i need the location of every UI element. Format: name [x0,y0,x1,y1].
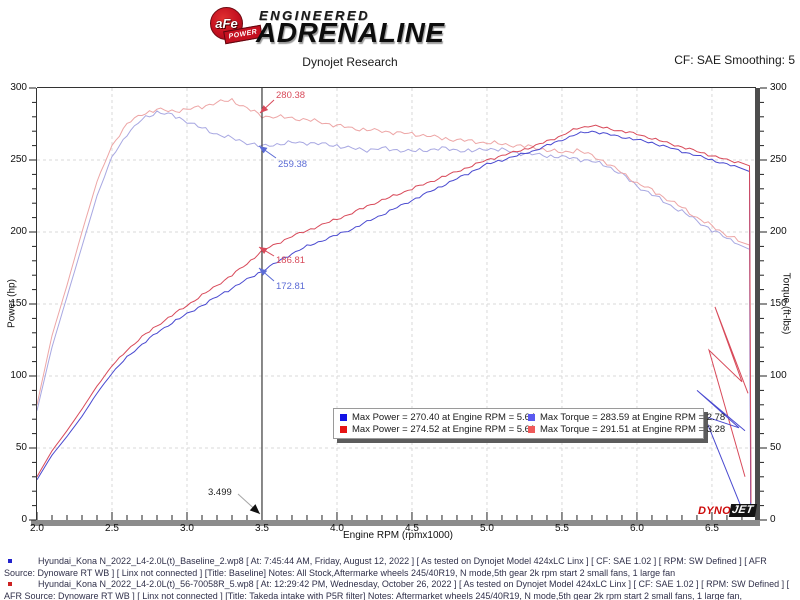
power-banner-text: POWER [228,28,258,41]
legend-swatch [340,425,347,433]
x-tick-label: 4.0 [330,523,344,534]
plot-canvas [37,88,755,520]
legend-swatch [340,413,347,421]
y-tick-label-left: 150 [10,298,27,309]
x-tick-label: 3.0 [180,523,194,534]
x-tick-label: 2.5 [105,523,119,534]
y-tick-label-right: 50 [770,442,782,453]
tail-baseline-rundown [696,390,746,513]
legend-item: Max Torque = 283.59 at Engine RPM = 2.78 [528,411,725,423]
curve-takeda-torque [37,97,752,509]
dyno-chart [37,88,755,520]
y-tick-label-right: 150 [770,298,787,309]
y-tick-label-right: 250 [770,154,787,165]
dynojet-logo: DYNO JET [698,504,758,517]
y-tick-label-right: 300 [770,82,787,93]
x-tick-label: 4.5 [405,523,419,534]
run-info-entry: Hyundai_Kona N_2022_L4-2.0L(t)_56-70058R… [4,579,796,600]
legend-swatch [528,425,535,433]
run-bullet [8,582,12,586]
y-tick-label-right: 100 [770,370,787,381]
y-tick-label-right: 200 [770,226,787,237]
run-info-text: Hyundai_Kona N_2022_L4-2.0L(t)_56-70058R… [4,579,790,600]
y-tick-label-left: 300 [10,82,27,93]
plot-border-bottom [31,520,760,526]
plot-border-top [37,87,756,88]
smoothing-label: CF: SAE Smoothing: 5 [674,53,795,67]
run-bullet [8,559,12,563]
legend-label: Max Torque = 283.59 at Engine RPM = 2.78 [540,411,726,423]
y-tick-label-left: 250 [10,154,27,165]
curve-baseline-torque [37,110,752,512]
tail-takeda-rundown [708,306,749,477]
x-tick-label: 5.0 [480,523,494,534]
plot-border-right [755,88,760,526]
legend-item: Max Torque = 291.51 at Engine RPM = 3.28 [528,423,725,435]
curve-takeda-power [37,124,752,503]
plot-border-left [36,88,37,520]
dynojet-logo-dyno: DYNO [698,504,731,517]
y-tick-label-right: 0 [770,514,776,525]
legend-swatch [528,413,535,421]
report-title: Dynojet Research [302,55,398,69]
x-tick-label: 6.0 [630,523,644,534]
curve-baseline-power [37,130,752,506]
x-tick-label: 6.5 [704,523,719,534]
x-tick-label: 2.0 [30,523,44,534]
y-tick-label-left: 50 [15,442,27,453]
run-info-text: Hyundai_Kona N_2022_L4-2.0L(t)_Baseline_… [4,556,767,578]
legend-item: Max Power = 274.52 at Engine RPM = 5.61 [340,423,535,435]
run-info-entry: Hyundai_Kona N_2022_L4-2.0L(t)_Baseline_… [4,556,796,579]
dynojet-logo-jet: JET [728,504,758,517]
afe-logo-text: aFe [215,16,238,31]
x-tick-label: 5.5 [555,523,569,534]
legend-label: Max Torque = 291.51 at Engine RPM = 3.28 [540,423,726,435]
x-tick-label: 3.5 [255,523,269,534]
x-axis-title: Engine RPM (rpmx1000) [342,530,454,541]
y-tick-label-left: 0 [21,514,27,525]
legend-item: Max Power = 270.40 at Engine RPM = 5.64 [340,411,535,423]
adrenaline-wordmark: ADRENALINE [256,17,445,48]
legend-label: Max Power = 274.52 at Engine RPM = 5.61 [352,423,536,435]
engineered-wordmark: ENGINEERED [259,8,370,23]
legend-box: Max Power = 270.40 at Engine RPM = 5.64 M… [333,408,725,439]
y-tick-label-left: 100 [10,370,27,381]
legend-label: Max Power = 270.40 at Engine RPM = 5.64 [352,411,536,423]
y-tick-label-left: 200 [10,226,27,237]
